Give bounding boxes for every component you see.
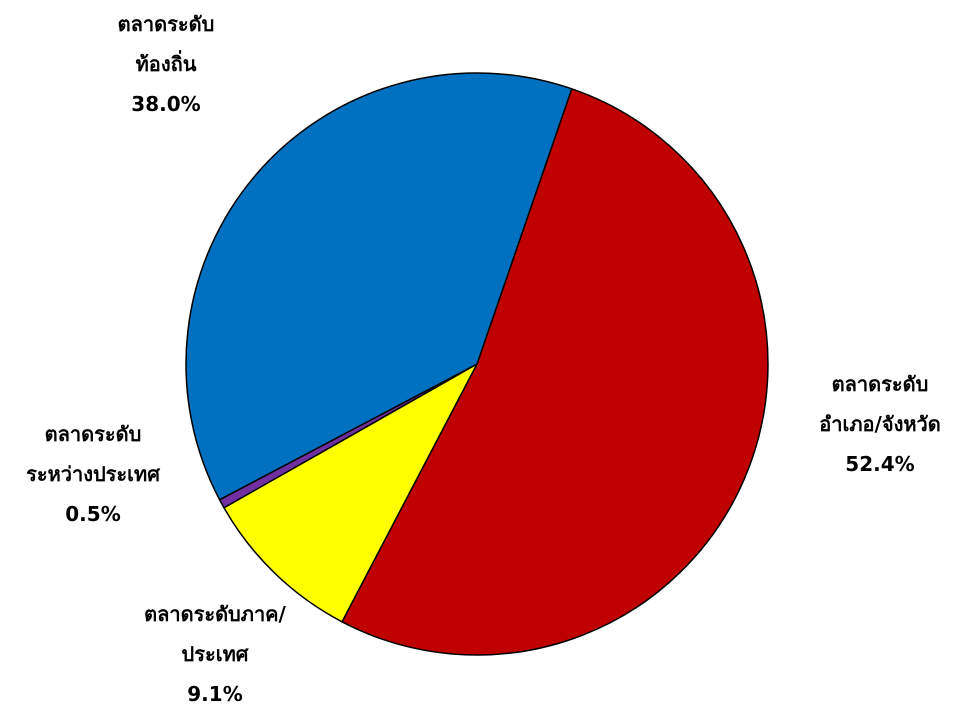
label-line: ตลาดระดับ — [831, 372, 929, 396]
slice-regional-national — [223, 363, 478, 623]
slice-district-province — [341, 88, 769, 656]
label-line: ตลาดระดับ — [44, 422, 142, 446]
label-line: อำเภอ/จังหวัด — [819, 412, 941, 436]
label-line: ตลาดระดับภาค/ — [144, 602, 286, 626]
label-international: ตลาดระดับ ระหว่างประเทศ 0.5% — [0, 414, 186, 534]
label-line: ท้องถิ่น — [135, 52, 197, 76]
label-line: ประเทศ — [181, 642, 249, 666]
slice-local — [185, 72, 573, 501]
percent-label: 9.1% — [187, 682, 243, 706]
label-line: ระหว่างประเทศ — [26, 462, 160, 486]
label-local: ตลาดระดับ ท้องถิ่น 38.0% — [66, 4, 266, 124]
percent-label: 52.4% — [845, 452, 915, 476]
label-line: ตลาดระดับ — [117, 12, 215, 36]
percent-label: 38.0% — [131, 92, 201, 116]
percent-label: 0.5% — [65, 502, 121, 526]
label-district-province: ตลาดระดับ อำเภอ/จังหวัด 52.4% — [780, 364, 955, 484]
label-regional-national: ตลาดระดับภาค/ ประเทศ 9.1% — [115, 594, 315, 714]
